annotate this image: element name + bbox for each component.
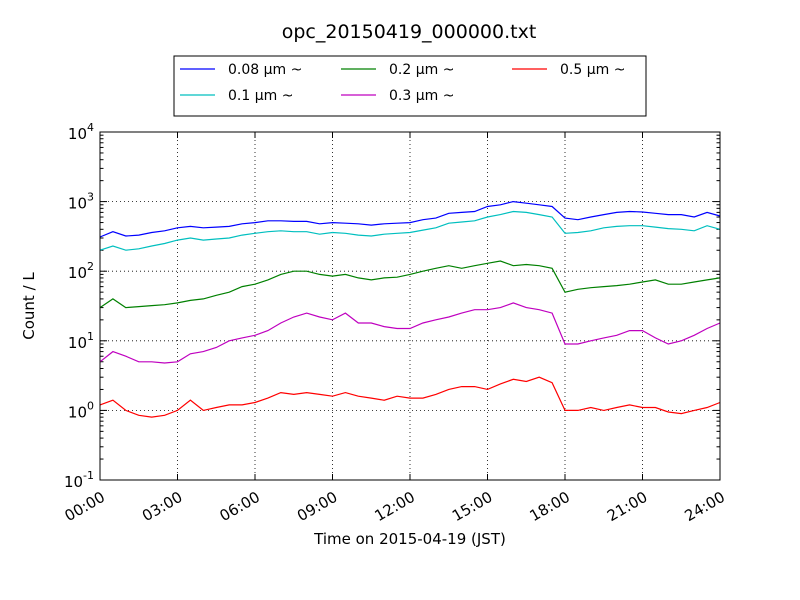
- x-axis-label: Time on 2015-04-19 (JST): [313, 530, 506, 548]
- legend: 0.08 μm ~ 0.1 μm ~ 0.2 μm ~ 0.3 μm ~ 0.5 μm …: [173, 55, 647, 117]
- legend-label: 0.08 μm ~: [228, 62, 302, 78]
- series-line-0-5-m: [99, 376, 721, 418]
- y-axis-label: Count / L: [20, 272, 38, 340]
- legend-label: 0.5 μm ~: [560, 62, 625, 78]
- plot-area: [100, 132, 720, 480]
- y-tick-labels: 10-1 100 101 102 103 104: [64, 121, 94, 491]
- chart-title: opc_20150419_000000.txt: [282, 21, 537, 43]
- legend-label: 0.3 μm ~: [389, 88, 454, 104]
- series-line-0-2-m: [99, 260, 721, 309]
- legend-label: 0.2 μm ~: [389, 62, 454, 78]
- y-tick-label: 10-1: [64, 469, 94, 491]
- y-tick-label: 103: [68, 191, 94, 213]
- y-tick-label: 100: [68, 399, 94, 421]
- legend-items: 0.08 μm ~ 0.1 μm ~ 0.2 μm ~ 0.3 μm ~ 0.5 μm …: [180, 62, 625, 104]
- y-tick-label: 102: [68, 260, 94, 282]
- grid-lines: [100, 132, 720, 480]
- axis-ticks: [99, 131, 721, 481]
- series-lines: [99, 200, 721, 418]
- y-tick-label: 101: [68, 330, 94, 352]
- y-tick-label: 104: [68, 121, 94, 143]
- legend-box: [173, 55, 647, 117]
- series-line-0-3-m: [99, 302, 721, 364]
- series-line-0-08-m: [99, 200, 721, 238]
- series-line-0-1-m: [99, 210, 721, 251]
- legend-label: 0.1 μm ~: [228, 88, 293, 104]
- plot-frame: [99, 131, 721, 481]
